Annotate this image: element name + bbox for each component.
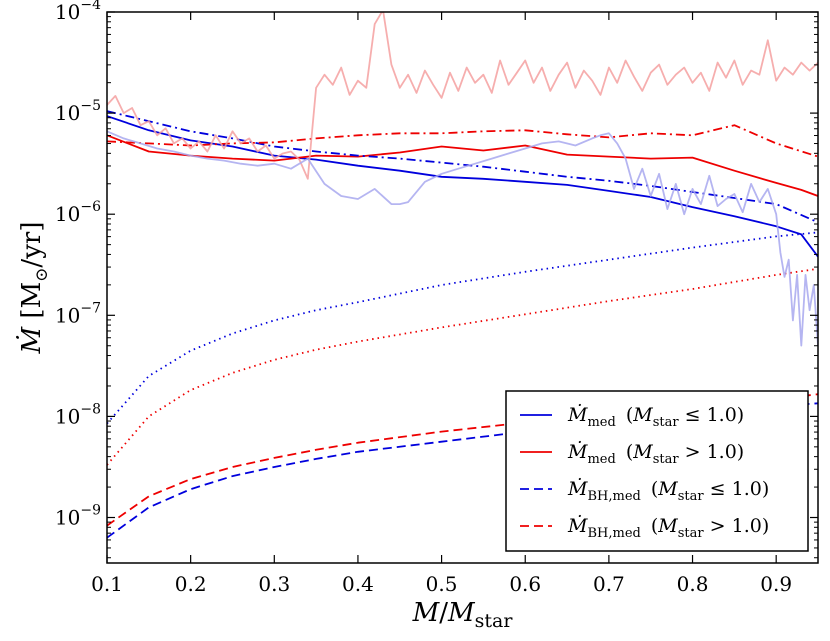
legend-box [505,390,809,552]
plot-frame [106,11,819,564]
x-tick-label: 0.2 [175,572,207,596]
x-tick-label: 0.7 [593,572,625,596]
legend-label-bh-high: ṀBH,med (Mstar > 1.0) [567,514,769,541]
y-tick-label: 10−6 [55,199,101,226]
y-axis-title: Ṁ [M⊙/yr] [16,222,52,355]
series-blue-dashdot [107,110,818,224]
x-tick-label: 0.5 [426,572,458,596]
series-red-light [107,12,818,180]
x-tick-label: 0.3 [258,572,290,596]
legend-label-bh-low: ṀBH,med (Mstar ≤ 1.0) [567,477,769,504]
x-tick-label: 0.9 [760,572,792,596]
legend: Ṁmed (Mstar ≤ 1.0) Ṁmed (Mstar > 1.0) ṀBH,me… [505,390,809,552]
y-tick-label: 10−7 [55,300,101,327]
series-mdot-med-low [107,115,818,258]
x-tick-label: 0.6 [509,572,541,596]
y-tick-label: 10−5 [55,98,101,125]
ticks-layer: 0.1 0.2 0.3 0.4 0.5 0.6 0.7 0.8 0.9 10−9 10−8 10−7 1… [55,0,818,596]
series-blue-light [107,130,818,347]
y-tick-label: 10−9 [55,503,101,530]
series-mdot-med-high [107,134,818,197]
x-axis-title: M/Mstar [412,598,514,632]
legend-label-med-low: Ṁmed (Mstar ≤ 1.0) [567,403,744,430]
y-tick-label: 10−8 [55,401,101,428]
x-tick-label: 0.4 [342,572,374,596]
legend-label-med-high: Ṁmed (Mstar > 1.0) [567,440,744,467]
x-tick-label: 0.8 [677,572,709,596]
y-tick-label: 10−4 [55,0,101,24]
x-tick-label: 0.1 [91,572,123,596]
series-blue-dotted [107,231,818,425]
